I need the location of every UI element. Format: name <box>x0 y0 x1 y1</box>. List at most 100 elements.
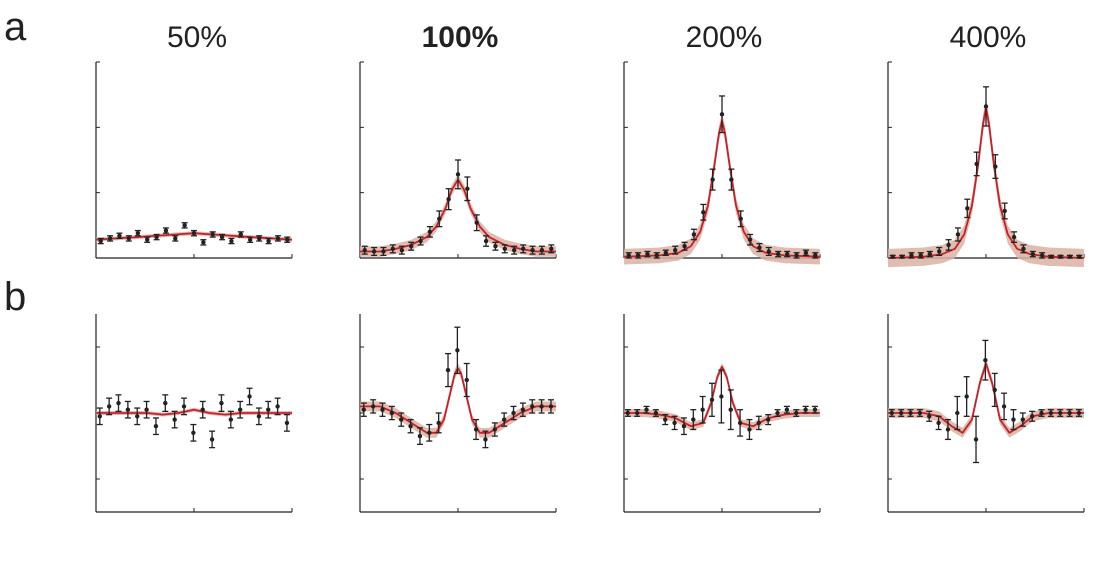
data-point <box>266 407 271 412</box>
data-point <box>983 358 988 363</box>
data-point <box>709 397 715 402</box>
data-point <box>757 245 762 250</box>
data-point <box>992 387 997 393</box>
data-point <box>937 249 942 254</box>
column-title-200: 200% <box>686 21 763 54</box>
data-point <box>1020 417 1026 422</box>
data-point <box>672 420 677 426</box>
chart-a-0 <box>95 61 293 259</box>
data-point <box>765 417 771 422</box>
data-point <box>1011 234 1017 240</box>
data-point <box>663 417 668 422</box>
data-point <box>408 424 413 429</box>
data-point <box>803 250 809 255</box>
model-line <box>888 106 1084 259</box>
data-point <box>654 253 660 258</box>
data-point <box>427 430 432 435</box>
data-point <box>256 414 262 419</box>
data-point <box>163 228 169 233</box>
data-point <box>691 417 696 422</box>
data-point <box>97 414 102 419</box>
data-point <box>794 253 799 258</box>
data-point <box>228 417 234 422</box>
data-point <box>729 177 734 182</box>
data-point <box>747 237 753 242</box>
data-point <box>135 414 140 419</box>
data-point <box>191 230 197 236</box>
data-point <box>247 237 253 242</box>
column-title-50: 50% <box>167 21 227 54</box>
data-point <box>483 437 488 442</box>
model-band <box>360 363 556 438</box>
model-band <box>888 358 1084 438</box>
chart-b-0 <box>95 314 293 513</box>
data-point <box>284 420 290 426</box>
data-point <box>775 410 780 416</box>
data-point <box>209 437 215 442</box>
model-line <box>624 119 820 258</box>
data-point <box>747 427 752 432</box>
data-point <box>501 417 507 422</box>
data-point <box>181 404 187 409</box>
chart-b-2 <box>623 314 821 513</box>
data-point <box>399 417 404 422</box>
column-title-400: 400% <box>950 21 1027 54</box>
data-point <box>548 404 554 409</box>
data-point <box>927 251 933 257</box>
data-point <box>275 236 281 241</box>
data-point <box>803 407 808 412</box>
data-point <box>437 216 442 221</box>
data-point <box>626 253 631 258</box>
column-title-100: 100% <box>422 21 499 54</box>
data-point <box>945 427 951 432</box>
data-point <box>1067 254 1073 259</box>
data-point <box>1048 254 1054 259</box>
data-point <box>549 246 554 252</box>
data-point <box>973 437 979 442</box>
data-point <box>889 410 894 416</box>
data-point <box>125 407 131 412</box>
data-point <box>955 410 960 416</box>
data-point <box>106 404 112 409</box>
data-point <box>710 177 715 182</box>
data-point <box>436 420 441 426</box>
data-point <box>446 197 451 202</box>
data-point <box>502 246 507 252</box>
chart-b-3 <box>887 314 1085 513</box>
panel-label-b: b <box>4 275 26 319</box>
data-point <box>899 254 905 259</box>
data-point <box>173 236 178 241</box>
data-point <box>182 223 187 228</box>
data-point <box>719 394 724 399</box>
data-point <box>266 238 271 244</box>
data-point <box>145 237 150 242</box>
data-point <box>492 427 498 432</box>
data-point <box>1058 254 1063 259</box>
data-point <box>238 232 243 237</box>
data-point <box>813 253 818 258</box>
data-point <box>1077 254 1082 259</box>
data-point <box>445 367 451 373</box>
data-point <box>1002 208 1007 214</box>
data-point <box>539 247 545 253</box>
data-point <box>520 407 526 412</box>
data-point <box>673 247 678 253</box>
data-point <box>644 407 649 412</box>
data-point <box>634 410 640 416</box>
data-point <box>520 246 526 252</box>
data-point <box>663 250 669 255</box>
data-point <box>965 206 970 211</box>
panel-label-a: a <box>4 5 27 49</box>
data-point <box>1001 404 1007 409</box>
data-point <box>219 400 224 406</box>
chart-a-2 <box>623 61 821 265</box>
data-point <box>483 238 489 244</box>
data-point <box>682 244 687 249</box>
data-point <box>539 404 544 409</box>
data-point <box>908 410 913 416</box>
data-point <box>455 348 460 353</box>
data-point <box>812 407 818 412</box>
data-point <box>1029 414 1035 419</box>
data-point <box>530 404 535 409</box>
